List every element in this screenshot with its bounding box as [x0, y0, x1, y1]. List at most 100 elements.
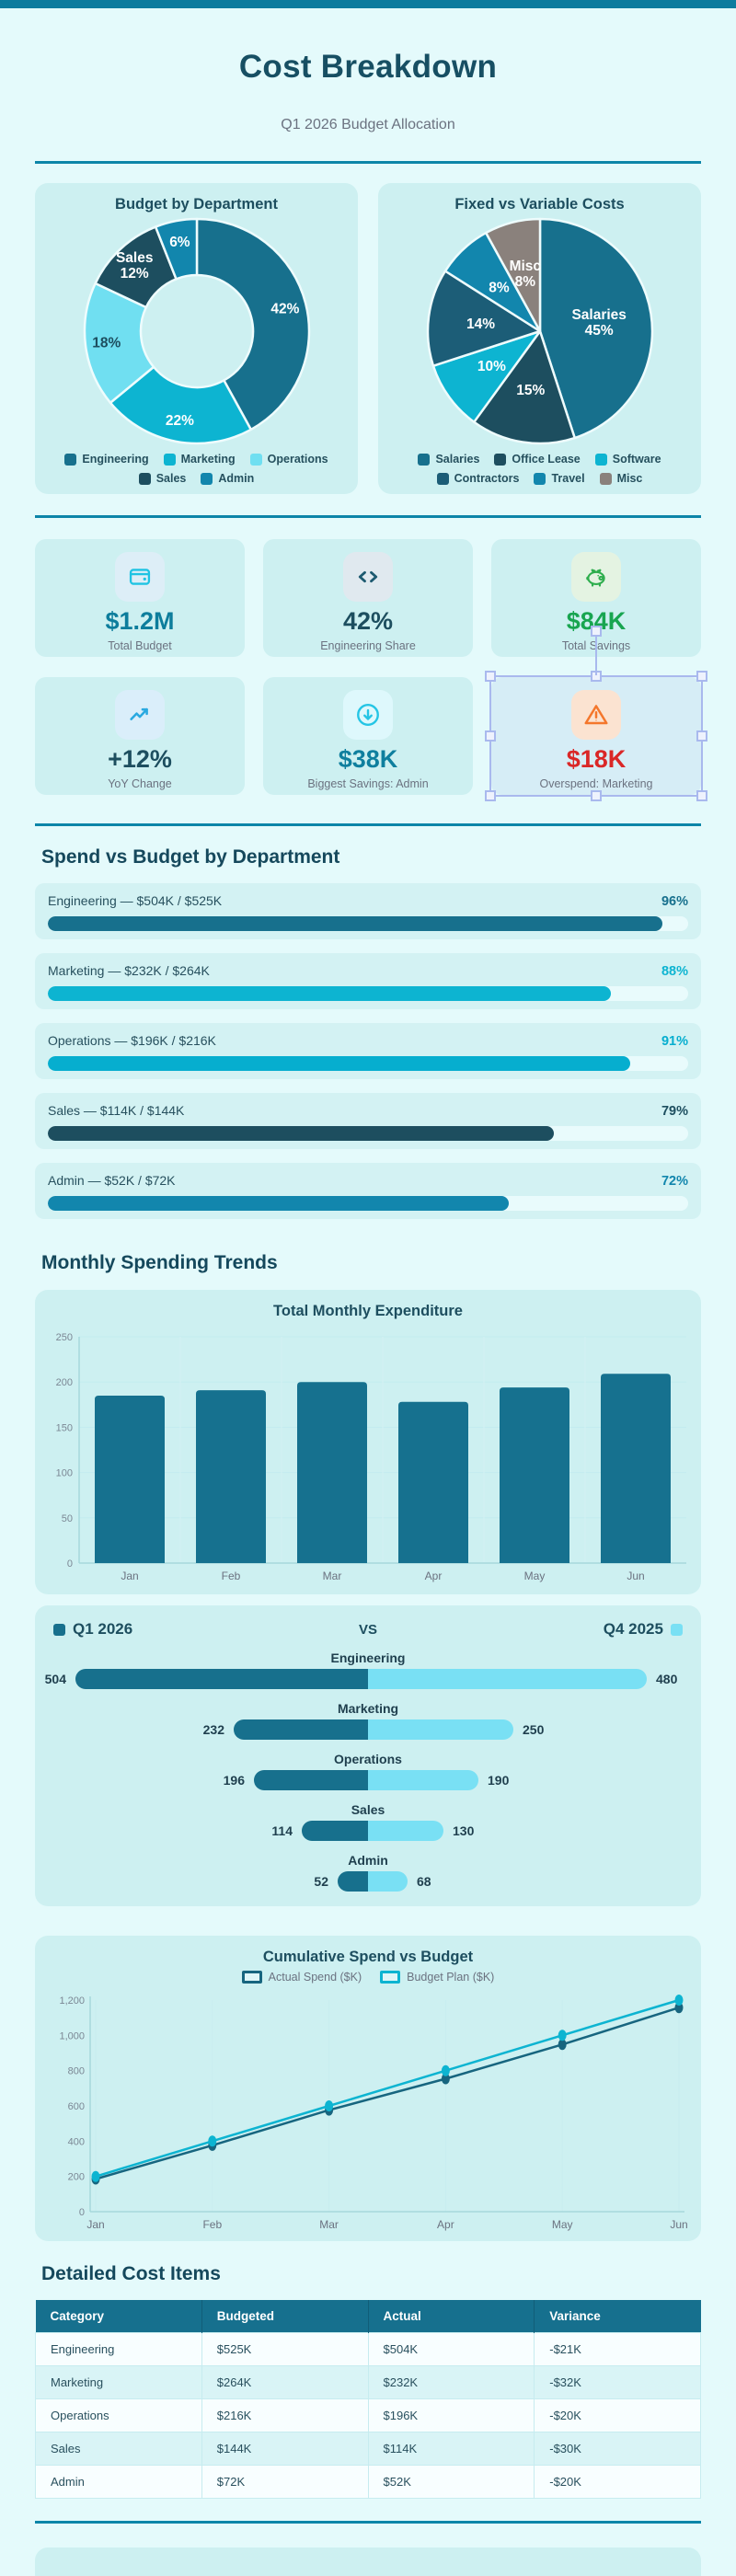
y-tick-label: 150 [56, 1422, 73, 1433]
q1-bar-operations[interactable] [254, 1770, 368, 1790]
table-row-admin[interactable]: Admin $72K $52K -$20K [35, 2465, 701, 2499]
table-cell: Operations [35, 2398, 202, 2432]
monthly-expenditure-card: Total Monthly Expenditure 0 50 100 150 200 25… [35, 1290, 701, 1594]
q4-bar-engineering[interactable] [368, 1669, 647, 1689]
table-cell: -$21K [534, 2332, 701, 2366]
dept_donut-slice-marketing[interactable] [109, 365, 252, 445]
progress-track [48, 1056, 688, 1071]
budget-plan-k-point-jun[interactable] [674, 1995, 684, 2006]
line-legend-swatch [380, 1971, 401, 1984]
section-divider [35, 515, 701, 518]
selection-handle-bl[interactable] [485, 790, 496, 801]
legend-item-engineering[interactable]: Engineering [64, 453, 149, 466]
spend-row-label: Sales — $114K / $144K [48, 1103, 185, 1118]
table-row-engineering[interactable]: Engineering $525K $504K -$21K [35, 2332, 701, 2366]
stat-card-overspend-marketing[interactable]: $18K Overspend: Marketing [485, 626, 707, 801]
table-section-title: Detailed Cost Items [41, 2263, 221, 2284]
stat-label: Total Budget [108, 639, 172, 652]
table-row-sales[interactable]: Sales $144K $114K -$30K [35, 2432, 701, 2466]
spend-row-percent: 88% [661, 964, 688, 979]
q4-value: 130 [453, 1823, 475, 1838]
q4-bar-marketing[interactable] [368, 1719, 513, 1740]
cumulative-line-chart: 0 200 400 600 800 1,000 1,200 Jan Feb Mar Apr May Ju… [59, 1995, 688, 2231]
y-tick-label: 1,000 [59, 2030, 85, 2041]
table-cell: Engineering [35, 2332, 202, 2366]
stat-card-yoy-change[interactable]: +12% YoY Change [35, 677, 245, 795]
legend-item-admin[interactable]: Admin [201, 472, 254, 485]
selection-handle-br[interactable] [696, 790, 707, 801]
q1-bar-admin[interactable] [338, 1871, 368, 1892]
q4-bar-admin[interactable] [368, 1871, 408, 1892]
stat-card-engineering-share[interactable]: 42% Engineering Share [263, 539, 473, 657]
stat-card-biggest-savings-admin[interactable]: $38K Biggest Savings: Admin [263, 677, 473, 795]
legend-item-marketing[interactable]: Marketing [163, 453, 236, 466]
selection-handle-tl[interactable] [485, 671, 496, 682]
cost_pie-slice-salaries[interactable] [538, 217, 653, 440]
table-cell: $216K [201, 2398, 369, 2432]
monthly-bar-may[interactable] [500, 1387, 569, 1563]
spend-row-operations[interactable]: Operations — $196K / $216K 91% [35, 1023, 701, 1079]
q1-legend: Q1 2026 [53, 1620, 132, 1639]
budget-plan-k-point-mar[interactable] [325, 2100, 334, 2111]
cost_pie-slice-contractors[interactable] [426, 270, 541, 367]
detailed-cost-items-table: Category Budgeted Actual Variance Engineerin… [35, 2300, 701, 2499]
spend-row-marketing[interactable]: Marketing — $232K / $264K 88% [35, 953, 701, 1009]
monthly-expenditure-bar-chart: 0 50 100 150 200 250 Jan Feb Mar Apr May Jun [56, 1332, 686, 1582]
comparison-row-marketing: Marketing 232 250 [53, 1701, 683, 1740]
cost_pie-slice-misc[interactable] [484, 217, 541, 333]
cost_pie-slice-office-lease[interactable] [472, 329, 576, 445]
legend-item-software[interactable]: Software [594, 453, 661, 466]
comparison-row-engineering: Engineering 504 480 [45, 1650, 683, 1689]
legend-item-salaries[interactable]: Salaries [418, 453, 479, 466]
donut-chart-title: Budget by Department [115, 196, 278, 213]
legend-swatch [418, 453, 431, 466]
legend-item-sales[interactable]: Sales [138, 472, 186, 485]
budget-plan-k-point-jan[interactable] [91, 2170, 100, 2182]
selection-handle-bm[interactable] [591, 790, 602, 801]
dept_donut-slice-admin[interactable] [154, 217, 198, 281]
comparison-category: Engineering [330, 1650, 406, 1665]
q4-bar-sales[interactable] [368, 1821, 443, 1841]
q1-bar-marketing[interactable] [234, 1719, 368, 1740]
actual-spend-k-point-jun[interactable] [674, 2002, 684, 2014]
stat-card-total-savings[interactable]: $84K Total Savings [491, 539, 701, 657]
stat-card-total-budget[interactable]: $1.2M Total Budget [35, 539, 245, 657]
legend-item-misc[interactable]: Misc [599, 472, 642, 485]
q1-bar-engineering[interactable] [75, 1669, 368, 1689]
q4-bar-operations[interactable] [368, 1770, 478, 1790]
comparison-category: Admin [348, 1853, 388, 1868]
legend-item-office-lease[interactable]: Office Lease [494, 453, 581, 466]
legend-item-operations[interactable]: Operations [249, 453, 328, 466]
table-row-operations[interactable]: Operations $216K $196K -$20K [35, 2398, 701, 2432]
selection-handle-tr[interactable] [696, 671, 707, 682]
cost_pie-slice-software[interactable] [431, 329, 541, 423]
spend-row-admin[interactable]: Admin — $52K / $72K 72% [35, 1163, 701, 1219]
line-legend-item-budget-plan-k[interactable]: Budget Plan ($K) [380, 1971, 494, 1984]
line-legend-item-actual-spend-k[interactable]: Actual Spend ($K) [241, 1971, 362, 1984]
selection-handle-mr[interactable] [696, 730, 707, 742]
x-tick-label: Jan [121, 1570, 138, 1582]
selection-handle-ml[interactable] [485, 730, 496, 742]
monthly-bar-jan[interactable] [95, 1396, 165, 1563]
slice-label: 18% [92, 335, 121, 351]
dept_donut-slice-engineering[interactable] [195, 217, 310, 431]
page-title: Cost Breakdown [238, 49, 498, 85]
budget-plan-k-point-apr[interactable] [441, 2064, 450, 2076]
progress-fill [48, 986, 612, 1001]
monthly-bar-apr[interactable] [398, 1401, 468, 1563]
trending-up-icon [130, 707, 148, 720]
selection-handle-tm[interactable] [591, 671, 602, 682]
actual-spend-k-point-may[interactable] [558, 2039, 567, 2051]
q1-bar-sales[interactable] [302, 1821, 368, 1841]
table-row-marketing[interactable]: Marketing $264K $232K -$32K [35, 2365, 701, 2399]
actual-spend-k-point-apr[interactable] [441, 2073, 450, 2085]
budget-plan-k-point-feb[interactable] [208, 2135, 217, 2147]
spend-row-engineering[interactable]: Engineering — $504K / $525K 96% [35, 883, 701, 939]
monthly-bar-jun[interactable] [601, 1374, 671, 1563]
monthly-bar-mar[interactable] [297, 1382, 367, 1563]
legend-item-contractors[interactable]: Contractors [436, 472, 519, 485]
legend-item-travel[interactable]: Travel [534, 472, 585, 485]
monthly-bar-feb[interactable] [196, 1390, 266, 1563]
spend-row-sales[interactable]: Sales — $114K / $144K 79% [35, 1093, 701, 1149]
budget-plan-k-point-may[interactable] [558, 2030, 567, 2041]
